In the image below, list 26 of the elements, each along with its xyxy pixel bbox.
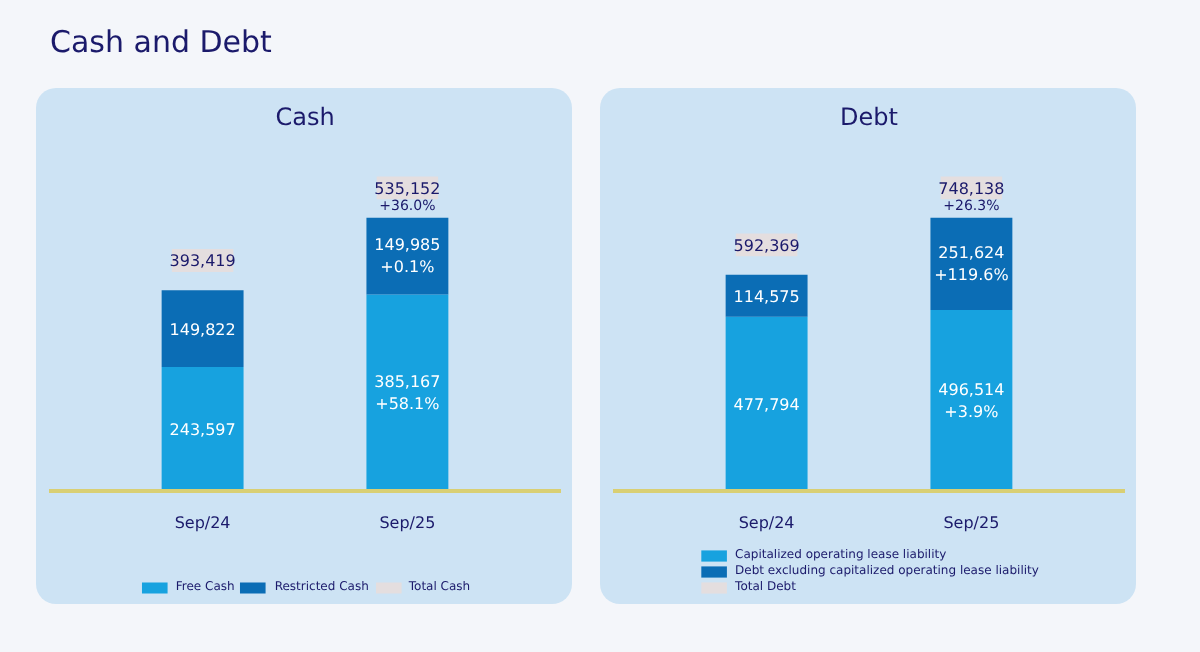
bar	[930, 217, 1013, 310]
bar	[161, 290, 244, 368]
data-label: 477,794	[733, 396, 800, 415]
total-label: 748,138	[938, 179, 1005, 198]
bar	[366, 294, 449, 492]
bar	[161, 367, 244, 492]
bar	[725, 274, 808, 317]
data-label: 149,985 +0.1%	[374, 236, 441, 276]
data-label: 251,624 +119.6%	[934, 244, 1010, 284]
x-tick-label: Sep/24	[738, 513, 795, 532]
x-tick-label: Sep/25	[379, 513, 436, 532]
text: Cash and Debt	[50, 22, 272, 64]
total-label: 592,369	[733, 236, 800, 255]
chart-title: Debt	[840, 103, 899, 131]
x-tick-label: Sep/24	[174, 513, 231, 532]
data-label: 243,597	[169, 421, 236, 440]
total-label: 535,152	[374, 179, 441, 198]
x-tick-label: Sep/25	[943, 513, 1000, 532]
data-label: 496,514 +3.9%	[938, 381, 1005, 421]
data-label: 149,822	[169, 320, 236, 339]
chart-title: Cash	[275, 103, 335, 131]
data-label: 385,167 +58.1%	[374, 373, 441, 413]
data-label: 114,575	[733, 287, 800, 306]
total-label: 393,419	[169, 252, 236, 271]
bar	[725, 316, 808, 492]
bar	[930, 309, 1013, 492]
